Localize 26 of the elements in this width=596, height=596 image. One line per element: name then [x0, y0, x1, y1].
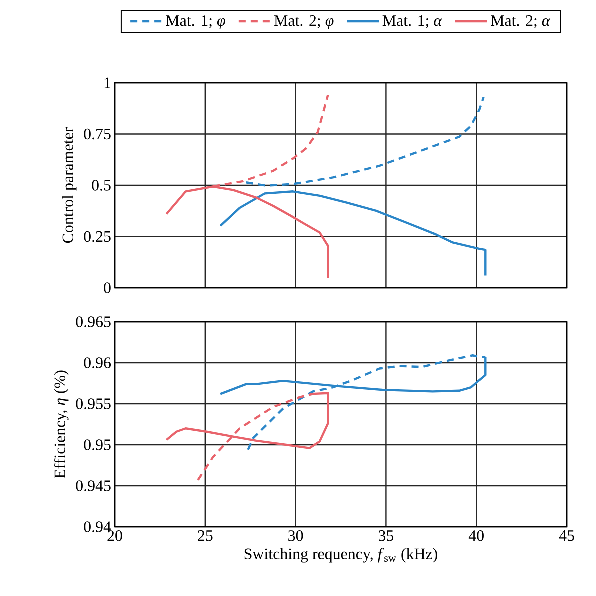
x-tick-label: 45	[559, 530, 574, 542]
y-axis-title: Control parameter	[62, 127, 77, 244]
y-tick-label: 0.25	[84, 231, 111, 242]
x-tick-label: 20	[108, 530, 122, 542]
x-tick-label: 30	[288, 530, 304, 542]
y-tick-label: 0.75	[84, 128, 111, 140]
y-tick-label: 0.955	[76, 398, 111, 410]
y-tick-label: 0.94	[84, 522, 112, 532]
y-tick-label: 0	[104, 282, 111, 294]
legend-label: Mat. 1; φ	[166, 16, 226, 30]
legend-label: Mat. 1; α	[382, 16, 442, 28]
line-series	[245, 96, 485, 188]
y-tick-label: 0.965	[76, 316, 111, 328]
x-tick-label: 40	[468, 530, 484, 542]
y-tick-label: 0.95	[84, 440, 111, 450]
y-tick-label: 0.945	[76, 480, 111, 492]
y-axis-title: Efficiency, η (%)	[54, 370, 69, 478]
x-tick-label: 25	[198, 530, 213, 542]
y-tick-label: 0.96	[84, 358, 112, 368]
legend-label: Mat. 2; φ	[274, 15, 334, 30]
y-tick-label: 1	[104, 78, 111, 88]
x-axis-title: Switching requency, f$_{sw}$ (kHz)	[244, 548, 438, 563]
y-tick-label: 0.5	[92, 180, 111, 191]
legend-label: Mat. 2; α	[491, 15, 551, 28]
line-series	[219, 190, 487, 277]
x-tick-label: 35	[379, 530, 394, 542]
